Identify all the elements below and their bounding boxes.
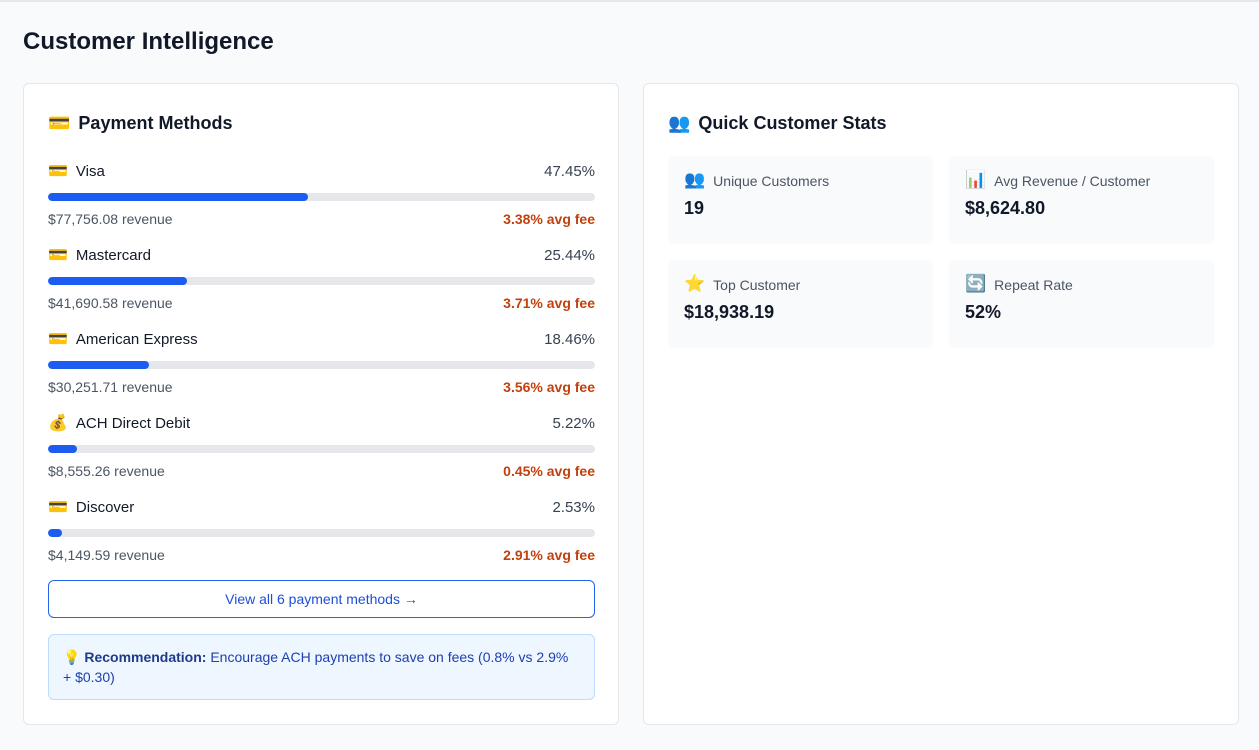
page-title: Customer Intelligence — [23, 28, 274, 55]
stat-unique-customers: 👥 Unique Customers 19 — [668, 156, 933, 244]
payment-method-amex: 💳 American Express 18.46% $30,251.71 rev… — [48, 329, 595, 413]
stat-top-customer: ⭐ Top Customer $18,938.19 — [668, 260, 933, 348]
stat-label: Top Customer — [713, 276, 801, 293]
credit-card-icon: 💳 — [48, 112, 71, 134]
share-bar-fill — [48, 277, 188, 285]
payment-method-mastercard: 💳 Mastercard 25.44% $41,690.58 revenue 3… — [48, 245, 595, 329]
payment-method-revenue: $77,756.08 revenue — [48, 211, 173, 227]
stat-repeat-rate: 🔄 Repeat Rate 52% — [949, 260, 1214, 348]
payment-method-fee: 0.45% avg fee — [503, 463, 595, 479]
share-bar-fill — [48, 361, 149, 369]
stat-value: $18,938.19 — [684, 302, 775, 322]
share-bar — [48, 529, 595, 537]
stat-label: Repeat Rate — [994, 276, 1073, 293]
share-bar — [48, 445, 595, 453]
stat-value: $8,624.80 — [965, 198, 1046, 218]
payment-method-list: 💳 Visa 47.45% $77,756.08 revenue 3.38% a… — [48, 161, 595, 581]
top-border — [0, 0, 1259, 2]
people-icon: 👥 — [684, 170, 706, 190]
payment-method-fee: 2.91% avg fee — [503, 547, 595, 563]
payment-method-percent: 25.44% — [544, 246, 595, 264]
star-icon: ⭐ — [684, 274, 706, 294]
credit-card-icon: 💳 — [48, 245, 68, 264]
payment-method-discover: 💳 Discover 2.53% $4,149.59 revenue 2.91%… — [48, 497, 595, 581]
share-bar-fill — [48, 445, 77, 453]
recommendation-box: 💡 Recommendation: Encourage ACH payments… — [48, 634, 595, 700]
bar-chart-icon: 📊 — [965, 170, 987, 190]
people-icon: 👥 — [668, 112, 691, 134]
payment-methods-header: 💳 Payment Methods — [48, 113, 232, 134]
credit-card-icon: 💳 — [48, 497, 68, 516]
stat-value: 52% — [965, 302, 1002, 322]
payment-method-visa: 💳 Visa 47.45% $77,756.08 revenue 3.38% a… — [48, 161, 595, 245]
payment-method-revenue: $8,555.26 revenue — [48, 463, 165, 479]
view-all-payment-methods-button[interactable]: View all 6 payment methods → — [48, 580, 595, 618]
stat-label: Avg Revenue / Customer — [994, 172, 1151, 189]
credit-card-icon: 💳 — [48, 161, 68, 180]
payment-method-percent: 5.22% — [552, 414, 595, 432]
quick-stats-header: 👥 Quick Customer Stats — [668, 113, 886, 134]
payment-method-ach: 💰 ACH Direct Debit 5.22% $8,555.26 reven… — [48, 413, 595, 497]
payment-method-name: Mastercard — [75, 246, 151, 264]
payment-method-percent: 18.46% — [544, 330, 595, 348]
quick-customer-stats-card: 👥 Quick Customer Stats 👥 Unique Customer… — [643, 83, 1239, 725]
quick-stats-title: Quick Customer Stats — [698, 113, 887, 133]
stat-value: 19 — [684, 198, 705, 218]
share-bar-fill — [48, 529, 62, 537]
stat-avg-revenue: 📊 Avg Revenue / Customer $8,624.80 — [949, 156, 1214, 244]
lightbulb-icon: 💡 — [63, 650, 81, 666]
payment-method-fee: 3.71% avg fee — [503, 295, 595, 311]
payment-method-name: ACH Direct Debit — [75, 414, 191, 432]
payment-method-name: Discover — [75, 498, 135, 516]
payment-method-fee: 3.38% avg fee — [503, 211, 595, 227]
repeat-icon: 🔄 — [965, 274, 987, 294]
payment-method-fee: 3.56% avg fee — [503, 379, 595, 395]
payment-method-revenue: $4,149.59 revenue — [48, 547, 165, 563]
payment-method-revenue: $41,690.58 revenue — [48, 295, 173, 311]
share-bar — [48, 277, 595, 285]
payment-method-name: American Express — [75, 330, 198, 348]
credit-card-icon: 💳 — [48, 329, 68, 348]
share-bar — [48, 193, 595, 201]
payment-method-name: Visa — [75, 162, 105, 180]
payment-methods-title: Payment Methods — [78, 113, 233, 133]
payment-methods-card: 💳 Payment Methods 💳 Visa 47.45% $77,756.… — [23, 83, 619, 725]
stat-label: Unique Customers — [713, 172, 830, 189]
share-bar-fill — [48, 193, 308, 201]
payment-method-percent: 47.45% — [544, 162, 595, 180]
recommendation-text: Encourage ACH payments to save on fees (… — [63, 649, 569, 685]
share-bar — [48, 361, 595, 369]
payment-method-revenue: $30,251.71 revenue — [48, 379, 173, 395]
payment-method-percent: 2.53% — [552, 498, 595, 516]
money-bag-icon: 💰 — [48, 413, 68, 432]
recommendation-label: Recommendation: — [84, 649, 207, 665]
